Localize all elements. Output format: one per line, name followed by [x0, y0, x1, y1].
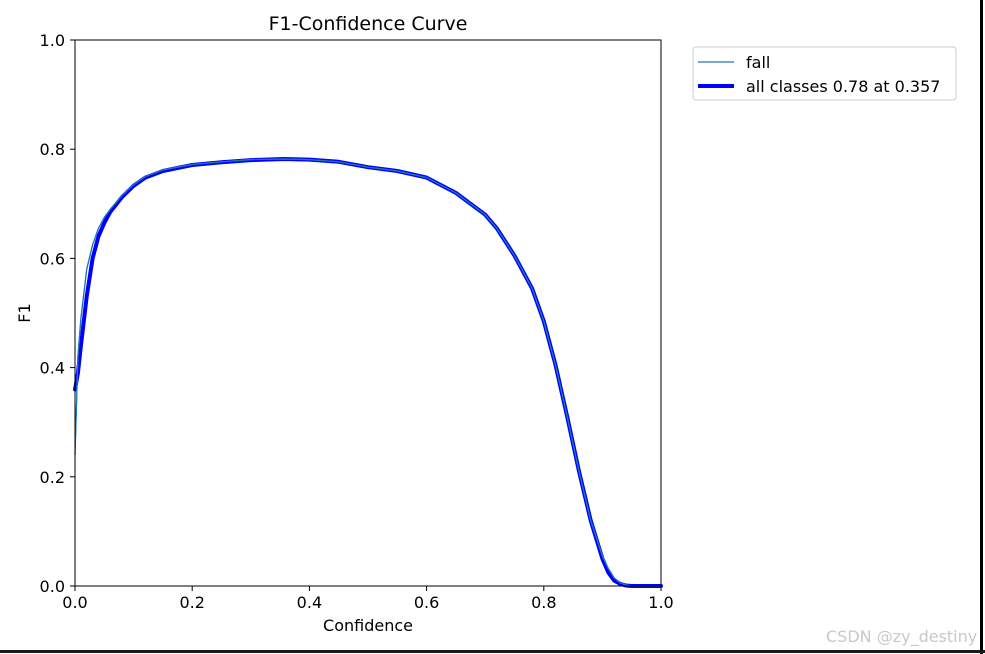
x-tick-label: 0.6 [414, 593, 439, 612]
y-tick-label: 0.8 [40, 140, 65, 159]
legend-label-1: all classes 0.78 at 0.357 [746, 77, 940, 96]
y-tick-label: 0.2 [40, 468, 65, 487]
y-tick-label: 0.6 [40, 249, 65, 268]
plot-area [73, 157, 663, 588]
axis-ticks: 0.0 0.2 0.4 0.6 0.8 1.0 0.0 0.2 0.4 0.6 0.8 1.0 [40, 31, 674, 612]
y-tick-label: 1.0 [40, 31, 65, 50]
legend-label-0: fall [746, 53, 770, 72]
x-tick-label: 0.0 [62, 593, 87, 612]
watermark-text: CSDN @zy_destiny [826, 627, 978, 646]
y-axis-label: F1 [15, 303, 34, 322]
x-tick-label: 0.4 [297, 593, 322, 612]
x-axis-label: Confidence [323, 616, 413, 635]
chart-title: F1-Confidence Curve [269, 13, 468, 35]
series-line-1 [73, 157, 663, 588]
y-tick-label: 0.4 [40, 359, 65, 378]
series-line-0-overlay [74, 158, 661, 587]
y-tick-label: 0.0 [40, 577, 65, 596]
x-tick-label: 0.2 [179, 593, 204, 612]
x-tick-label: 0.8 [531, 593, 556, 612]
window-edge-right [980, 0, 983, 654]
window-edge-bottom [0, 650, 985, 653]
legend-box [692, 46, 957, 101]
x-tick-label: 1.0 [648, 593, 673, 612]
axes-frame [74, 39, 662, 587]
series-line-0 [74, 158, 662, 587]
legend: fall all classes 0.78 at 0.357 [692, 46, 957, 101]
